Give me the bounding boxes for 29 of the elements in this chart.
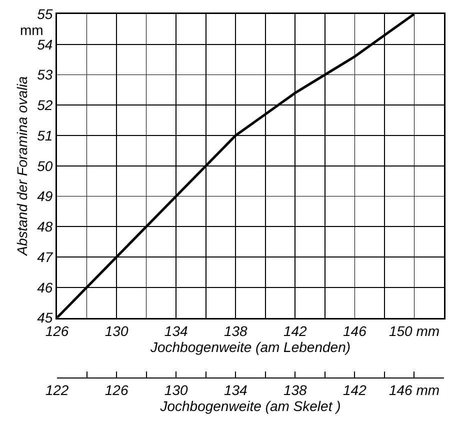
y-tick-label: 47 [37,248,54,265]
text: mm [20,22,44,38]
y-tick-label: 45 [37,310,53,326]
y-tick-label: 53 [37,66,53,83]
x2-tick-label: 138 [283,382,308,398]
x2-axis-title: Jochbogenweite (am Skelet ) [159,398,341,414]
y-tick-label: 49 [37,188,53,204]
x2-tick-label: 126 [104,382,128,398]
y-tick-label: 54 [37,36,53,52]
x-axis-title: Jochbogenweite (am Lebenden) [149,339,351,356]
x-tick-label: 130 [104,323,128,340]
x2-tick-label: 134 [224,382,248,398]
x-tick-label: 138 [224,323,248,340]
y-axis-title: Abstand der Foramina ovalia [14,76,30,256]
x-tick-label: 146 [343,323,367,340]
x-tick-label: 134 [164,323,188,340]
y-tick-label: 48 [37,218,53,235]
x2-tick-label: 146 mm [388,382,440,398]
y-tick-label: 51 [37,127,53,144]
y-tick-label: 50 [37,158,53,174]
x-tick-label: 150 mm [388,323,440,340]
x2-tick-label: 130 [164,382,188,398]
x2-tick-label: 122 [45,382,69,398]
y-tick-label: 55 [37,6,53,22]
x-tick-label: 126 [45,323,69,340]
y-tick-label: 52 [37,97,53,114]
x-tick-label: 142 [283,323,308,340]
x2-tick-label: 142 [343,382,367,398]
y-tick-label: 46 [37,279,53,296]
